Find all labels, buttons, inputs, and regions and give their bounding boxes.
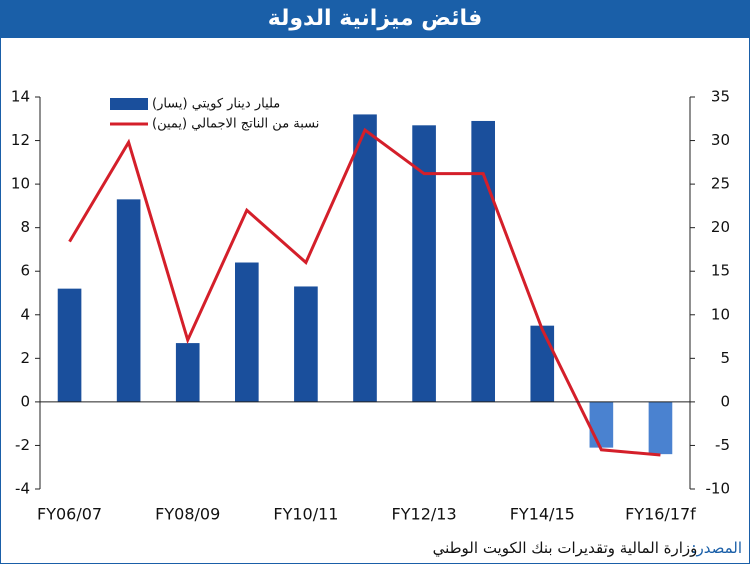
- x-tick-label: FY12/13: [392, 505, 457, 524]
- source: المصدر:وزارة المالية وتقديرات بنك الكويت…: [433, 539, 742, 558]
- y2-tick-label: 5: [720, 349, 730, 367]
- bar: [412, 125, 436, 402]
- y2-tick-label: 15: [711, 262, 730, 280]
- chart-title: فائض ميزانية الدولة: [268, 6, 482, 31]
- bar: [175, 343, 200, 402]
- x-tick-label: FY14/15: [510, 505, 575, 524]
- y2-tick-label: 10: [711, 305, 730, 323]
- bar: [57, 288, 82, 402]
- y-tick-label: 4: [20, 305, 30, 323]
- bar: [294, 286, 318, 402]
- y-tick-label: 6: [20, 262, 30, 280]
- header-bar: [0, 0, 750, 38]
- bar: [589, 401, 614, 448]
- y2-tick-label: 20: [711, 218, 730, 236]
- source-label: المصدر:: [691, 539, 742, 557]
- source-text: وزارة المالية وتقديرات بنك الكويت الوطني: [433, 539, 698, 558]
- y-tick-label: 8: [20, 218, 30, 236]
- bar: [648, 401, 673, 455]
- x-tick-label: FY06/07: [37, 505, 102, 524]
- y-tick-label: 2: [20, 349, 30, 367]
- bar: [471, 120, 495, 402]
- y2-tick-label: 25: [711, 175, 730, 193]
- line: [68, 127, 661, 457]
- bar: [235, 262, 259, 402]
- y-tick-label: -4: [15, 480, 30, 498]
- y-tick-label: 0: [20, 392, 30, 410]
- legend-swatch: [110, 98, 148, 110]
- y2-tick-label: 30: [711, 131, 730, 149]
- x-tick-label: FY08/09: [155, 505, 220, 524]
- x-tick-label: FY10/11: [273, 505, 338, 524]
- y-tick-label: -2: [15, 436, 30, 454]
- y2-tick-label: 0: [720, 392, 730, 410]
- y2-tick-label: -5: [715, 436, 730, 454]
- y2-tick-label: 35: [711, 88, 730, 106]
- legend-label: نسبة من الناتج الاجمالي (يمين): [152, 117, 319, 132]
- x-tick-label: FY16/17f: [625, 505, 696, 524]
- bar: [116, 199, 141, 402]
- y2-tick-label: -10: [706, 480, 731, 498]
- bar: [353, 114, 377, 402]
- y-tick-label: 14: [11, 88, 30, 106]
- y-tick-label: 12: [11, 131, 30, 149]
- legend-label: مليار دينار كويتي (يسار): [152, 97, 280, 112]
- y-tick-label: 10: [11, 175, 30, 193]
- bar: [530, 325, 555, 402]
